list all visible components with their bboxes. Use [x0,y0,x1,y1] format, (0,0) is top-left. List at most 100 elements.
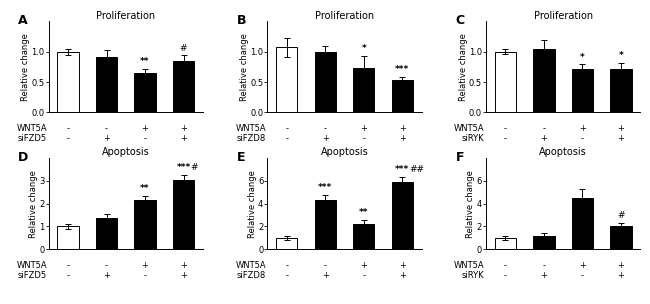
Bar [572,69,593,112]
Text: *: * [361,44,366,53]
Text: A: A [18,14,27,27]
Text: siFZD5: siFZD5 [18,271,47,280]
Text: B: B [237,14,246,27]
Text: #: # [618,211,625,220]
Bar [610,69,632,112]
Bar [315,52,336,112]
Text: -: - [285,261,288,270]
Bar [495,52,516,112]
Text: +: + [618,134,625,143]
Text: ***: *** [176,163,190,172]
Y-axis label: Relative change: Relative change [21,33,30,101]
Bar [135,73,155,112]
Text: +: + [142,261,148,270]
Title: Apoptosis: Apoptosis [540,147,587,157]
Text: *: * [619,51,623,60]
Text: -: - [285,134,288,143]
Bar [610,226,632,249]
Text: -: - [504,134,507,143]
Text: siRYK: siRYK [462,134,485,143]
Bar [173,180,194,249]
Title: Apoptosis: Apoptosis [102,147,150,157]
Text: **: ** [359,208,369,217]
Text: +: + [180,261,187,270]
Text: +: + [360,261,367,270]
Bar [96,219,117,249]
Text: +: + [541,271,547,280]
Text: -: - [285,271,288,280]
Text: -: - [581,271,584,280]
Text: -: - [504,271,507,280]
Text: -: - [66,134,70,143]
Bar [315,200,336,249]
Text: -: - [285,124,288,133]
Text: ***: *** [318,183,332,192]
Y-axis label: Relative change: Relative change [29,170,38,238]
Text: +: + [541,134,547,143]
Text: **: ** [140,57,150,66]
Text: ##: ## [410,165,424,174]
Title: Proliferation: Proliferation [96,11,155,20]
Text: siRYK: siRYK [462,271,485,280]
Bar [353,224,374,249]
Text: WNT5A: WNT5A [454,261,485,270]
Text: -: - [144,134,146,143]
Text: +: + [579,261,586,270]
Text: +: + [399,261,406,270]
Bar [392,182,413,249]
Text: WNT5A: WNT5A [454,124,485,133]
Text: +: + [142,124,148,133]
Text: #: # [190,163,198,172]
Bar [495,238,516,249]
Bar [392,80,413,112]
Bar [57,226,79,249]
Text: -: - [324,124,327,133]
Text: +: + [180,134,187,143]
Title: Proliferation: Proliferation [534,11,593,20]
Text: +: + [618,124,625,133]
Text: *: * [580,53,585,62]
Text: -: - [66,124,70,133]
Text: ***: *** [395,165,410,174]
Bar [534,236,554,249]
Y-axis label: Relative change: Relative change [466,170,475,238]
Text: **: ** [140,184,150,193]
Text: +: + [103,271,110,280]
Text: +: + [399,271,406,280]
Bar [276,47,297,112]
Bar [276,238,297,249]
Text: siFZD8: siFZD8 [237,134,266,143]
Text: -: - [504,124,507,133]
Bar [353,68,374,112]
Text: -: - [105,124,108,133]
Text: -: - [504,261,507,270]
Text: -: - [324,261,327,270]
Text: +: + [399,134,406,143]
Text: -: - [581,134,584,143]
Text: -: - [362,134,365,143]
Text: WNT5A: WNT5A [17,124,47,133]
Text: +: + [579,124,586,133]
Bar [534,49,554,112]
Text: siFZD8: siFZD8 [237,271,266,280]
Bar [135,200,155,249]
Text: -: - [105,261,108,270]
Text: E: E [237,151,245,164]
Text: D: D [18,151,28,164]
Text: -: - [543,261,545,270]
Text: -: - [66,261,70,270]
Text: C: C [456,14,465,27]
Y-axis label: Relative change: Relative change [240,33,249,101]
Text: +: + [103,134,110,143]
Text: -: - [66,271,70,280]
Text: +: + [322,271,329,280]
Text: WNT5A: WNT5A [235,124,266,133]
Text: WNT5A: WNT5A [235,261,266,270]
Bar [57,52,79,112]
Text: -: - [144,271,146,280]
Text: WNT5A: WNT5A [17,261,47,270]
Y-axis label: Relative change: Relative change [458,33,467,101]
Y-axis label: Relative change: Relative change [248,170,257,238]
Text: -: - [543,124,545,133]
Bar [173,61,194,112]
